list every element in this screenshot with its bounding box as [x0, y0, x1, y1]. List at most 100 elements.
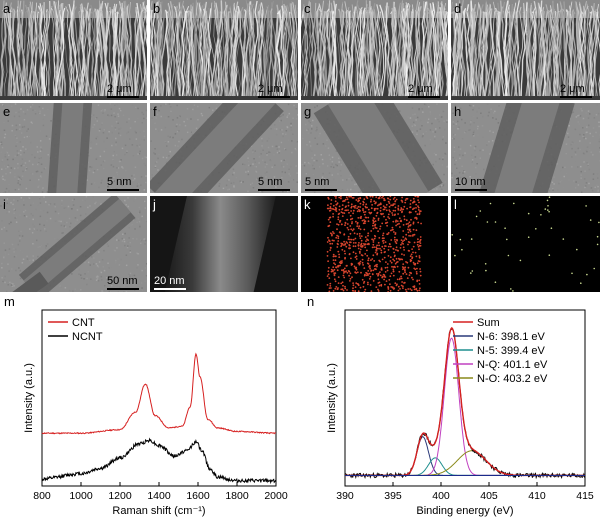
sem-image-d: [451, 0, 600, 100]
legend-label: CNT: [72, 317, 95, 329]
scale-bar: [107, 96, 139, 98]
panel-b-sem-image: [150, 0, 298, 100]
scale-label: 5 nm: [107, 176, 132, 188]
panel-b-scalebar: 2 μm: [258, 83, 290, 98]
x-tick-label: 410: [528, 490, 546, 502]
scale-bar: [408, 96, 440, 98]
component-n-q-line: [345, 337, 585, 476]
panel-n-label: n: [307, 294, 314, 309]
sem-image-a: [0, 0, 147, 100]
eds-map-k: [301, 196, 448, 292]
panel-h-scalebar: 10 nm: [455, 176, 487, 191]
x-tick-label: 1000: [69, 490, 93, 502]
x-tick-label: 400: [432, 490, 450, 502]
tem-image-i: [0, 196, 147, 292]
component-n-6-line: [345, 436, 585, 476]
scale-label: 5 nm: [258, 176, 283, 188]
spectra-charts: m 800 1000 1200 1400 1600 1800 2000 Raman shift …: [4, 294, 594, 517]
tem-image-h: [451, 103, 600, 193]
panel-j-label: j: [153, 197, 156, 212]
scale-bar: [107, 288, 139, 290]
panel-b-label: b: [153, 1, 161, 16]
x-tick-label: 800: [33, 490, 51, 502]
panel-d-sem-image: [451, 0, 600, 100]
component-n-o-line: [345, 450, 585, 476]
sem-image-c: [301, 0, 448, 100]
x-tick-label: 405: [480, 490, 498, 502]
legend-label: N-O: 403.2 eV: [477, 373, 548, 385]
scale-bar: [305, 189, 337, 191]
panel-c-sem-image: [301, 0, 448, 100]
panel-l-label: l: [454, 197, 457, 212]
panel-f-scalebar: 5 nm: [258, 176, 290, 191]
x-tick-label: 415: [576, 490, 594, 502]
raw-spectrum-line: [344, 328, 586, 480]
eds-map-l: [451, 196, 600, 292]
legend-label: Sum: [477, 317, 500, 329]
panel-i-scalebar: 50 nm: [107, 275, 139, 290]
panel-e-tem-image: [0, 103, 147, 193]
panel-h-tem-image: [451, 103, 600, 193]
x-tick-label: 1800: [225, 490, 249, 502]
y-axis-label: Intensity (a.u.): [326, 363, 338, 433]
legend-label: N-6: 398.1 eV: [477, 331, 546, 343]
panel-l-eds-map: [451, 196, 600, 292]
scale-bar: [455, 189, 487, 191]
legend-label: NCNT: [72, 331, 103, 343]
stem-image-j: [150, 196, 298, 292]
panel-d-scalebar: 2 μm: [560, 83, 592, 98]
y-axis-label: Intensity (a.u.): [23, 363, 35, 433]
scale-label: 50 nm: [107, 275, 138, 287]
legend-label: N-5: 399.4 eV: [477, 345, 546, 357]
panel-j-stem-image: [150, 196, 298, 292]
scale-label: 2 μm: [107, 83, 132, 95]
panel-g-scalebar: 5 nm: [305, 176, 337, 191]
panel-g-label: g: [304, 104, 312, 119]
panel-a-sem-image: [0, 0, 147, 100]
series-ncnt-line: [41, 437, 277, 485]
scale-bar: [258, 96, 290, 98]
legend-label: N-Q: 401.1 eV: [477, 359, 548, 371]
panel-c-scalebar: 2 μm: [408, 83, 440, 98]
panel-m-label: m: [4, 294, 15, 309]
panel-h-label: h: [454, 104, 462, 119]
scale-label: 10 nm: [455, 176, 486, 188]
panel-f-tem-image: [150, 103, 298, 193]
tem-image-f: [150, 103, 298, 193]
panel-k-label: k: [304, 197, 311, 212]
x-tick-label: 1400: [147, 490, 171, 502]
panel-c-label: c: [304, 1, 311, 16]
scale-label: 20 nm: [154, 275, 185, 287]
panel-e-scalebar: 5 nm: [107, 176, 139, 191]
panel-a-scalebar: 2 μm: [107, 83, 139, 98]
panel-k-eds-map: [301, 196, 448, 292]
tem-image-g: [301, 103, 448, 193]
scale-label: 5 nm: [305, 176, 330, 188]
panel-f-label: f: [153, 104, 157, 119]
panel-i-label: i: [3, 197, 6, 212]
panel-j-scalebar: 20 nm: [154, 275, 186, 290]
component-n-5-line: [345, 457, 585, 476]
scale-bar: [107, 189, 139, 191]
sem-image-b: [150, 0, 298, 100]
scale-bar: [560, 96, 592, 98]
x-tick-label: 390: [336, 490, 354, 502]
scale-bar: [258, 189, 290, 191]
tem-image-e: [0, 103, 147, 193]
series-cnt-line: [41, 352, 276, 435]
scale-label: 2 μm: [258, 83, 283, 95]
panel-a-label: a: [3, 1, 11, 16]
panel-d-label: d: [454, 1, 462, 16]
plot-frame: [344, 309, 586, 487]
x-tick-label: 395: [384, 490, 402, 502]
panel-g-tem-image: [301, 103, 448, 193]
scale-label: 2 μm: [560, 83, 585, 95]
x-axis-label: Binding energy (eV): [416, 505, 513, 517]
scale-bar: [154, 288, 186, 290]
x-tick-label: 2000: [264, 490, 288, 502]
panel-i-tem-image: [0, 196, 147, 292]
x-tick-label: 1600: [186, 490, 210, 502]
x-axis-label: Raman shift (cm⁻¹): [112, 505, 205, 517]
scale-label: 2 μm: [408, 83, 433, 95]
panel-e-label: e: [3, 104, 11, 119]
